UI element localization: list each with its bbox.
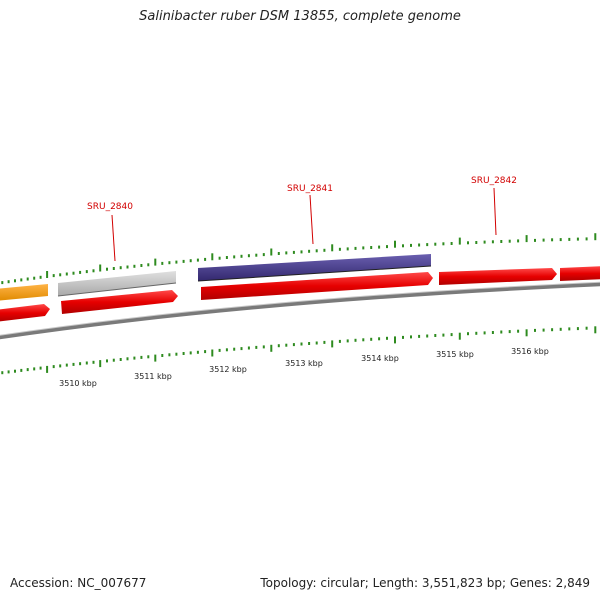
gene-label-sru2840[interactable]: SRU_2840: [87, 202, 133, 212]
lower-tick-ruler: [1, 326, 597, 375]
kbp-label: 3510 kbp: [59, 379, 97, 388]
kbp-label: 3515 kbp: [436, 350, 474, 359]
kbp-label: 3511 kbp: [134, 372, 172, 381]
gene-arrow-reverse-1[interactable]: [0, 304, 50, 322]
upper-tick-ruler: [1, 233, 597, 285]
gene-block-purple[interactable]: [198, 254, 431, 281]
gene-block-gray[interactable]: [58, 271, 176, 296]
kbp-label: 3512 kbp: [209, 365, 247, 374]
label-leader-sru2841: [309, 194, 314, 245]
map-title: Salinibacter ruber DSM 13855, complete g…: [139, 9, 461, 24]
genome-summary-text: Topology: circular; Length: 3,551,823 bp…: [260, 576, 590, 590]
gene-label-sru2841[interactable]: SRU_2841: [287, 184, 333, 194]
gene-arrow-reverse-5[interactable]: [560, 266, 600, 281]
label-leader-sru2840: [111, 214, 116, 262]
kbp-label: 3516 kbp: [511, 347, 549, 356]
gene-arrow-reverse-3[interactable]: [201, 272, 433, 300]
kbp-label: 3513 kbp: [285, 359, 323, 368]
gene-arrow-reverse-4[interactable]: [439, 268, 557, 285]
gene-label-sru2842[interactable]: SRU_2842: [471, 176, 517, 186]
kbp-label: 3514 kbp: [361, 354, 399, 363]
label-leader-sru2842: [493, 187, 497, 236]
accession-text: Accession: NC_007677: [10, 576, 147, 590]
gene-block-orange[interactable]: [0, 284, 48, 301]
gene-arrow-reverse-2[interactable]: [61, 290, 178, 314]
genome-backbone: [0, 282, 600, 340]
